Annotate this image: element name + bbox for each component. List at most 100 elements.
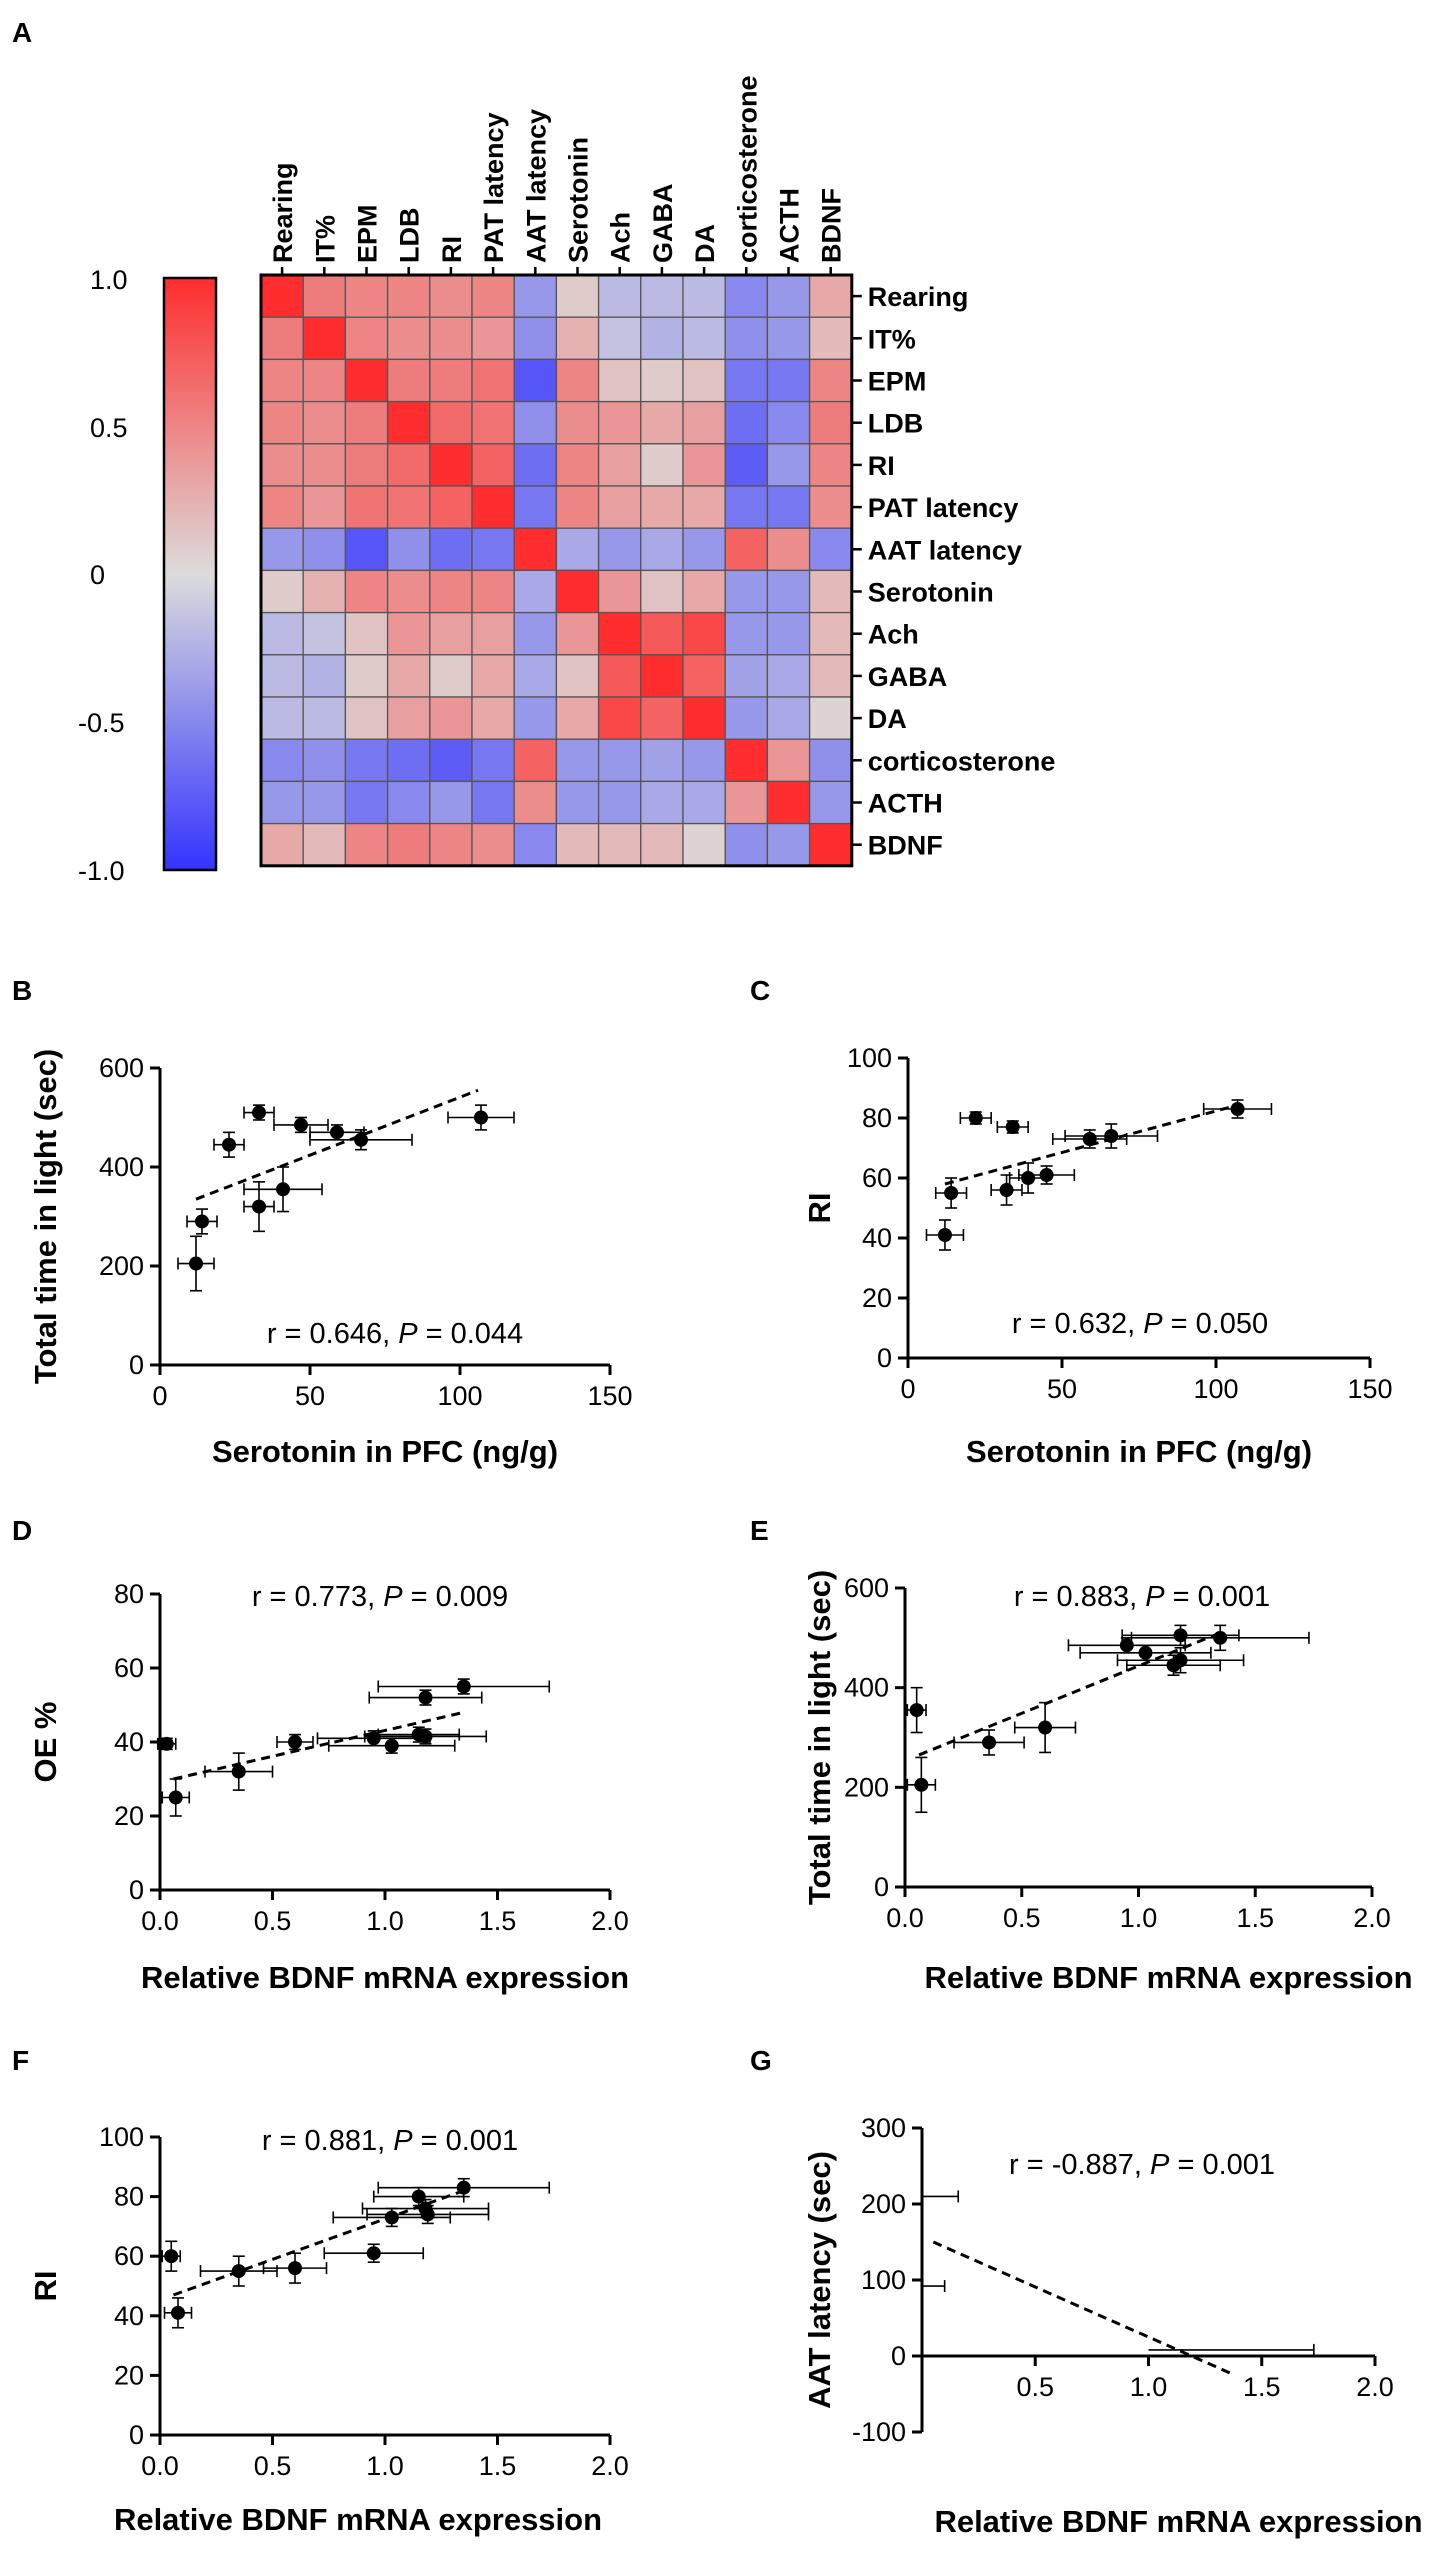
scatter-panel-g: -100 0 100 200 300 0.5 1.0 1.5 2.0 Relative BDNF … (802, 2113, 1423, 2539)
heatmap-cell (471, 822, 515, 867)
heatmap-cell (766, 696, 811, 740)
heatmap-cell (808, 400, 853, 445)
heatmap-cell (724, 654, 769, 698)
heatmap-cell (386, 780, 431, 825)
heatmap-cell (260, 358, 304, 403)
data-point (288, 2261, 302, 2276)
heatmap-col-label: IT% (310, 215, 340, 263)
y-tick-label: 0 (877, 1343, 892, 1373)
heatmap-cell (513, 738, 558, 783)
y-tick-label: 0 (129, 1875, 144, 1905)
heatmap-border (259, 273, 854, 868)
y-axis-label: Total time in light (sec) (802, 1570, 837, 1905)
heatmap-cell (682, 696, 726, 740)
regression-fit-line (173, 1710, 465, 1781)
heatmap-cell (471, 780, 515, 825)
data-point (999, 1183, 1014, 1197)
heatmap-col-label: BDNF (817, 188, 847, 263)
y-tick-label: 100 (847, 1043, 892, 1073)
heatmap-cell (597, 569, 642, 614)
heatmap-cell (302, 738, 347, 783)
heatmap-cell (808, 443, 853, 487)
heatmap-cell (429, 569, 473, 614)
correlation-annotation: r = 0.632, P = 0.050 (1012, 1308, 1268, 1340)
heatmap-cell (555, 696, 600, 740)
data-point (231, 2264, 246, 2279)
y-tick-label: 100 (99, 2122, 144, 2152)
data-point (1138, 1645, 1153, 1660)
data-point (1173, 1628, 1188, 1643)
heatmap-cell (597, 485, 642, 529)
data-point (456, 1679, 471, 1694)
heatmap-cell (597, 654, 642, 698)
heatmap-cell (429, 274, 473, 318)
heatmap-cell (808, 358, 853, 403)
heatmap-cell (344, 569, 389, 614)
heatmap-cell (302, 654, 347, 698)
heatmap-cell (724, 316, 769, 361)
heatmap-cell (429, 316, 473, 361)
heatmap-cell (555, 400, 600, 445)
heatmap-cell (302, 780, 347, 825)
heatmap-cell (386, 400, 431, 445)
heatmap-cell (808, 527, 853, 572)
data-point (456, 2180, 471, 2195)
y-tick-label: 20 (114, 1801, 144, 1831)
x-axis-label: Serotonin in PFC (ng/g) (966, 1434, 1312, 1469)
data-point (420, 2207, 435, 2222)
heatmap-row-label: Rearing (868, 282, 969, 312)
heatmap-cell (260, 696, 304, 740)
heatmap-cell (260, 443, 304, 487)
heatmap-cell (513, 485, 558, 529)
y-tick-label: 0 (129, 1350, 144, 1380)
annotation-r: r = -0.887, (1009, 2149, 1150, 2181)
heatmap-cell (766, 443, 811, 487)
heatmap-cell (640, 611, 684, 656)
data-point (411, 2189, 426, 2204)
regression-fit-line (944, 1104, 1235, 1186)
x-axis-label: Relative BDNF mRNA expression (141, 1960, 629, 1995)
heatmap-cell (302, 822, 347, 867)
x-tick-label: 1.0 (366, 1906, 404, 1936)
data-point (474, 1110, 488, 1125)
y-tick-label: 60 (862, 1163, 892, 1193)
annotation-p-label: P (398, 1318, 418, 1350)
data-point (914, 1777, 929, 1792)
heatmap-cell (513, 443, 558, 487)
heatmap-col-label: Ach (606, 212, 636, 263)
heatmap-cell (555, 780, 600, 825)
data-point (982, 1735, 997, 1750)
heatmap-cell (429, 654, 473, 698)
heatmap-cell (302, 527, 347, 572)
heatmap-cell (386, 316, 431, 361)
heatmap-row-label: AAT latency (868, 535, 1022, 565)
x-tick-label: 1.5 (479, 2451, 517, 2481)
annotation-p-label: P (1143, 1308, 1163, 1340)
y-tick-label: 400 (99, 1152, 144, 1182)
heatmap-col-label: LDB (395, 208, 425, 264)
heatmap-row-label: PAT latency (868, 493, 1019, 523)
data-point (168, 1790, 183, 1805)
panel-label-d: D (12, 1515, 32, 1546)
heatmap-cell (344, 443, 389, 487)
heatmap-cell (808, 274, 853, 318)
heatmap-col-label: PAT latency (479, 112, 509, 263)
x-tick-label: 2.0 (591, 1906, 629, 1936)
heatmap-cell (429, 527, 473, 572)
heatmap-cell (597, 696, 642, 740)
heatmap-cell (344, 316, 389, 361)
data-point (189, 1256, 203, 1271)
heatmap-cell (724, 485, 769, 529)
heatmap-cell (513, 611, 558, 656)
heatmap-cell (555, 316, 600, 361)
heatmap-cell (471, 443, 515, 487)
heatmap-cell (808, 316, 853, 361)
x-axis-label: Relative BDNF mRNA expression (114, 2502, 602, 2537)
heatmap-cell (724, 400, 769, 445)
correlation-annotation: r = 0.773, P = 0.009 (252, 1581, 508, 1613)
heatmap-cell (555, 822, 600, 867)
y-tick-label: 200 (861, 2189, 906, 2219)
heatmap-cell (682, 527, 726, 572)
x-tick-label: 0.0 (886, 1903, 924, 1933)
annotation-p-label: P (1145, 1581, 1165, 1613)
